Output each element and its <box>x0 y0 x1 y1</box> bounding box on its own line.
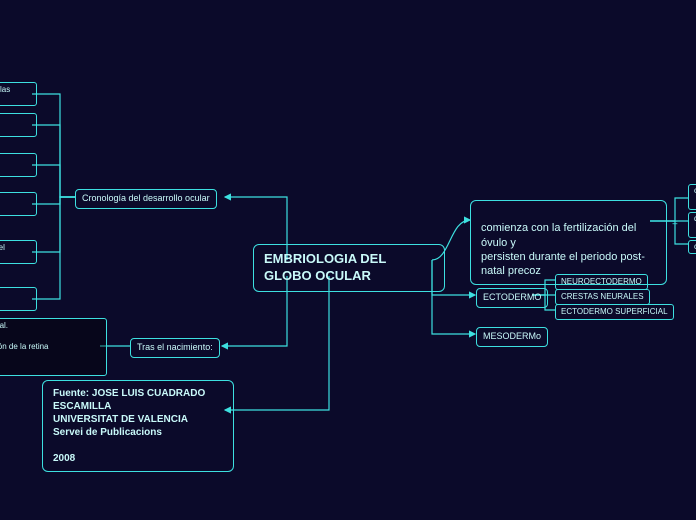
ecto-child-2[interactable]: CRESTAS NEURALES <box>555 289 650 305</box>
frag-4[interactable]: in de la <box>0 192 37 216</box>
frag-1[interactable]: a óptica) en las <box>0 82 37 106</box>
frag-5[interactable]: as a formar el <box>0 240 37 264</box>
frag-3[interactable]: úsculos <box>0 153 37 177</box>
ecto-child-1[interactable]: NEUROECTODERMO <box>555 274 648 290</box>
right-box-main[interactable]: comienza con la fertilización del óvulo … <box>470 200 667 285</box>
far-right-3[interactable]: co <box>688 240 696 254</box>
far-right-1[interactable]: or <box>688 184 696 210</box>
center-title[interactable]: EMBRIOLOGIA DEL GLOBO OCULAR <box>253 244 445 292</box>
ectodermo-node[interactable]: ECTODERMO <box>476 288 548 308</box>
right-box-main-text: comienza con la fertilización del óvulo … <box>481 222 645 277</box>
tras-node[interactable]: Tras el nacimiento: <box>130 338 220 358</box>
far-right-2[interactable]: di <box>688 212 696 238</box>
cronologia-node[interactable]: Cronología del desarrollo ocular <box>75 189 217 209</box>
mesodermo-node[interactable]: MESODERMo <box>476 327 548 347</box>
frag-6[interactable]: oblicuo <box>0 287 37 311</box>
ecto-child-3[interactable]: ECTODERMO SUPERFICIAL <box>555 304 674 320</box>
equals-mark: = <box>672 218 678 229</box>
tras-block[interactable]: lo iridocorneal. nácula. ascularización … <box>0 318 107 376</box>
frag-2[interactable]: élulas de la <box>0 113 37 137</box>
fuente-box[interactable]: Fuente: JOSE LUIS CUADRADO ESCAMILLA UNI… <box>42 380 234 472</box>
